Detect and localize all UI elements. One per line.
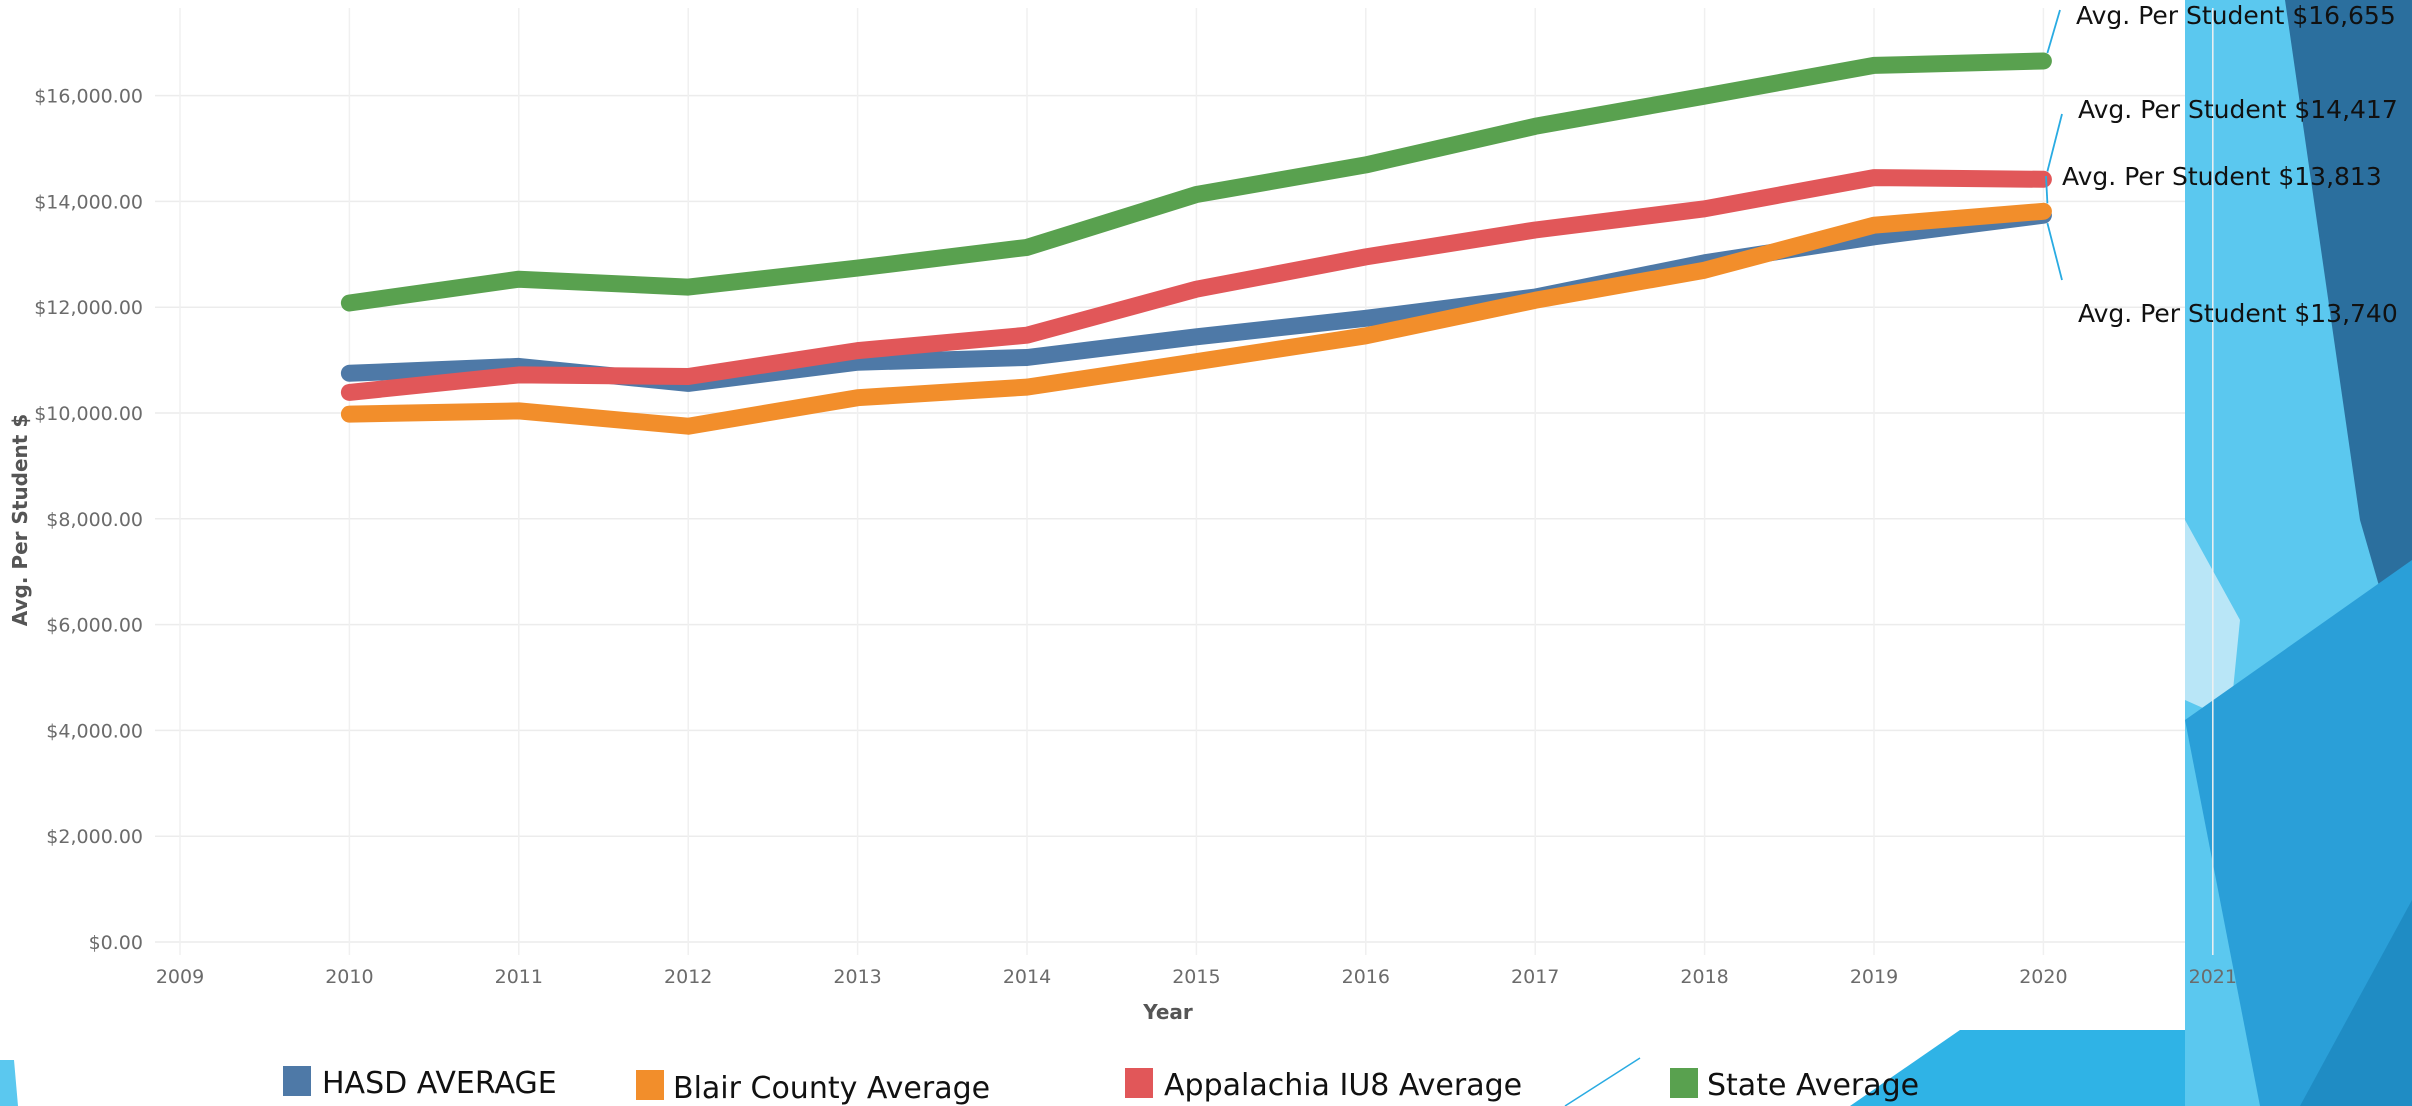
x-tick-label: 2019 (1850, 966, 1898, 988)
x-tick-label: 2011 (495, 966, 543, 988)
callout-label: Avg. Per Student $13,740 (2078, 299, 2398, 328)
x-tick-label: 2017 (1511, 966, 1559, 988)
series-lines (340, 52, 2052, 435)
callout-leader-line (2046, 222, 2063, 281)
x-tick-label: 2009 (156, 966, 204, 988)
y-axis-ticks: $0.00 $2,000.00 $4,000.00 $6,000.00 $8,000.0… (34, 86, 143, 954)
decor-shape-corner (0, 1060, 18, 1106)
x-tick-label: 2010 (325, 966, 373, 988)
legend-swatch (1125, 1068, 1153, 1098)
y-tick-label: $0.00 (89, 932, 143, 954)
callout-leader-line (2046, 113, 2063, 172)
legend-swatch (1670, 1068, 1698, 1098)
callout-leader-line (2045, 175, 2049, 204)
y-tick-label: $6,000.00 (46, 615, 143, 637)
series-line-blair-county-average (340, 202, 2052, 435)
decor-shape-bottom (1850, 1030, 2185, 1106)
y-tick-label: $14,000.00 (34, 191, 143, 213)
x-tick-label: 2016 (1342, 966, 1390, 988)
legend-label: Appalachia IU8 Average (1164, 1068, 1522, 1103)
x-tick-label: 2014 (1003, 966, 1051, 988)
y-tick-label: $4,000.00 (46, 720, 143, 742)
legend-swatch (636, 1070, 664, 1100)
y-tick-label: $12,000.00 (34, 297, 143, 319)
series-line-appalachia-iu8-average (340, 169, 2052, 401)
legend-label: State Average (1707, 1068, 1919, 1103)
callout-label: Avg. Per Student $16,655 (2076, 1, 2396, 30)
series-line-state-average (340, 52, 2052, 312)
decor-shape-dark (2285, 0, 2412, 700)
x-tick-label: 2013 (833, 966, 881, 988)
y-tick-label: $10,000.00 (34, 403, 143, 425)
decor-shape-deep (2300, 900, 2412, 1106)
legend-swatch (283, 1066, 311, 1096)
x-axis-title: Year (1142, 1000, 1193, 1024)
decor-thin-line (1564, 1057, 1641, 1106)
x-tick-label: 2020 (2019, 966, 2067, 988)
y-tick-label: $2,000.00 (46, 826, 143, 848)
y-tick-label: $16,000.00 (34, 86, 143, 108)
callout-label: Avg. Per Student $14,417 (2078, 95, 2398, 124)
grid (155, 8, 2214, 955)
callout-label: Avg. Per Student $13,813 (2062, 162, 2382, 191)
legend: HASD AVERAGE Blair County Average Appalach… (283, 1066, 1919, 1106)
legend-label: HASD AVERAGE (322, 1066, 557, 1101)
legend-label: Blair County Average (673, 1071, 990, 1106)
x-tick-label: 2018 (1680, 966, 1728, 988)
decor-shape-mid (2185, 560, 2412, 1106)
y-tick-label: $8,000.00 (46, 509, 143, 531)
callouts: Avg. Per Student $16,655 Avg. Per Student… (2045, 1, 2398, 328)
x-axis-ticks: 2009 2010 2011 2012 2013 2014 2015 2016 2017 2018… (156, 966, 2237, 988)
callout-leader-line (2046, 9, 2061, 54)
y-axis-title: Avg. Per Student $ (8, 414, 32, 627)
x-tick-label: 2015 (1172, 966, 1220, 988)
x-tick-label: 2012 (664, 966, 712, 988)
x-tick-label: 2021 (2189, 966, 2237, 988)
